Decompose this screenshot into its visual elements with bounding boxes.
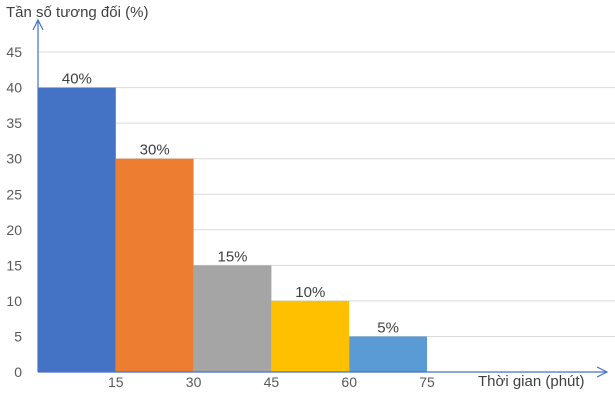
y-tick-label-35: 35 bbox=[6, 115, 22, 131]
y-tick-label-45: 45 bbox=[6, 44, 22, 60]
bar-4 bbox=[349, 336, 427, 372]
bar-0 bbox=[38, 87, 116, 372]
data-label-0: 40% bbox=[62, 71, 92, 88]
x-tick-label-75: 75 bbox=[419, 374, 435, 390]
y-tick-label-40: 40 bbox=[6, 80, 22, 96]
x-tick-label-30: 30 bbox=[186, 374, 202, 390]
y-tick-labels: 0 5 10 15 20 25 30 35 40 45 bbox=[6, 44, 22, 380]
data-label-2: 15% bbox=[217, 248, 247, 265]
y-axis-arrow-icon bbox=[32, 18, 44, 31]
y-tick-label-20: 20 bbox=[6, 222, 22, 238]
x-tick-label-60: 60 bbox=[341, 374, 357, 390]
x-axis-title: Thời gian (phút) bbox=[478, 373, 585, 390]
x-axis-arrow-icon bbox=[596, 366, 609, 378]
data-label-1: 30% bbox=[140, 142, 170, 159]
y-tick-label-30: 30 bbox=[6, 151, 22, 167]
x-tick-label-45: 45 bbox=[264, 374, 280, 390]
data-label-4: 5% bbox=[377, 319, 399, 336]
y-tick-label-0: 0 bbox=[14, 364, 22, 380]
data-labels: 40% 30% 15% 10% 5% bbox=[62, 71, 399, 337]
x-tick-label-15: 15 bbox=[108, 374, 124, 390]
y-tick-label-10: 10 bbox=[6, 293, 22, 309]
y-tick-label-5: 5 bbox=[14, 328, 22, 344]
data-label-3: 10% bbox=[295, 284, 325, 301]
y-axis-title: Tần số tương đối (%) bbox=[6, 4, 148, 21]
x-tick-labels: 15 30 45 60 75 bbox=[108, 374, 435, 390]
y-tick-label-15: 15 bbox=[6, 257, 22, 273]
bars bbox=[38, 87, 427, 372]
y-tick-label-25: 25 bbox=[6, 186, 22, 202]
bar-3 bbox=[271, 300, 350, 372]
bar-2 bbox=[193, 265, 272, 372]
axes bbox=[32, 18, 609, 378]
bar-1 bbox=[115, 158, 194, 372]
